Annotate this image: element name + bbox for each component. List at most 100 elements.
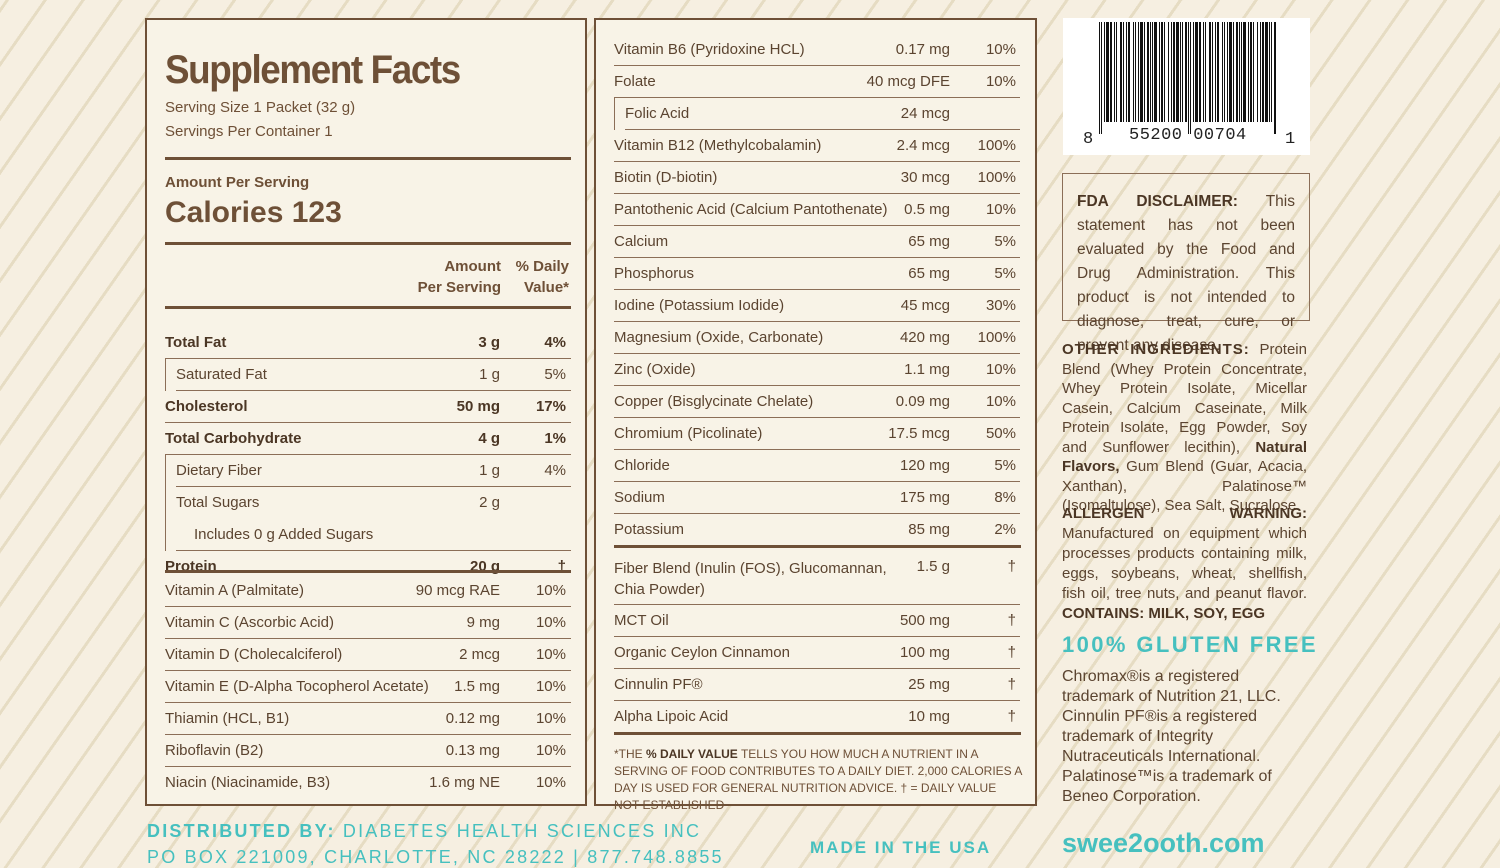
nutrient-name: Calcium [614, 233, 669, 250]
barcode-bar [1212, 22, 1213, 122]
nutrient-row: MCT Oil 500 mg † [614, 605, 1020, 637]
nutrient-row: Vitamin E (D-Alpha Tocopherol Acetate) 1.… [165, 671, 571, 703]
barcode-bar [1236, 22, 1238, 122]
nutrient-name: Total Fat [165, 334, 227, 351]
barcode-bar [1182, 22, 1183, 122]
row-divider [614, 353, 1020, 354]
nutrient-daily-value: 5% [994, 233, 1016, 250]
barcode-bar [1209, 22, 1211, 122]
barcode-bar [1128, 22, 1130, 122]
barcode-bar [1123, 22, 1124, 122]
nutrient-daily-value: 4% [544, 462, 566, 479]
divider [165, 306, 571, 309]
row-divider [614, 225, 1020, 226]
row-divider [614, 668, 1020, 669]
barcode-bar [1248, 22, 1249, 122]
nutrient-amount: 175 mg [899, 489, 950, 506]
barcode-bar [1154, 22, 1157, 122]
nutrient-amount: 3 g [478, 334, 500, 351]
barcode-bar [1152, 22, 1153, 122]
barcode-bar [1114, 22, 1115, 122]
row-divider [165, 454, 571, 455]
nutrient-daily-value: 50% [985, 425, 1016, 442]
nutrient-row: Vitamin C (Ascorbic Acid) 9 mg 10% [165, 607, 571, 639]
barcode-bar [1205, 22, 1206, 122]
nutrient-name: Includes 0 g Added Sugars [194, 526, 374, 543]
nutrient-name: Zinc (Oxide) [614, 361, 696, 378]
row-divider [176, 486, 571, 487]
nutrient-daily-value: 10% [985, 393, 1016, 410]
barcode-bar [1110, 22, 1112, 122]
nutrient-row: Potassium 85 mg 2% [614, 514, 1020, 546]
indent-line [165, 455, 166, 487]
nutrient-name: Folate [614, 73, 656, 90]
nutrient-row: Dietary Fiber 1 g 4% [165, 455, 571, 487]
nutrient-amount: 1.5 mg [454, 678, 500, 695]
website-link[interactable]: swee2ooth.com [1062, 828, 1265, 858]
nutrient-amount: 17.5 mcg [888, 425, 950, 442]
nutrient-daily-value: 10% [535, 646, 566, 663]
amount-per-serving-header: Amount Per Serving [417, 258, 501, 296]
indent-line [614, 98, 615, 130]
nutrient-name: Sodium [614, 489, 665, 506]
barcode-bar [1239, 22, 1240, 122]
nutrient-daily-value: 100% [977, 169, 1016, 186]
nutrient-amount: 1.5 g [916, 558, 950, 575]
nutrient-amount: 90 mcg RAE [415, 582, 500, 599]
barcode-bar [1241, 22, 1242, 122]
barcode-bar [1250, 22, 1252, 122]
nutrient-amount: 10 mg [908, 708, 950, 725]
amount-per-serving-label: Amount Per Serving [165, 174, 310, 191]
nutrient-name: Copper (Bisglycinate Chelate) [614, 393, 814, 410]
nutrient-amount: 0.09 mg [895, 393, 950, 410]
barcode-bar [1199, 22, 1201, 122]
barcode-bar [1253, 22, 1254, 122]
nutrient-amount: 85 mg [908, 521, 950, 538]
nutrient-amount: 0.12 mg [445, 710, 500, 727]
nutrient-row: Alpha Lipoic Acid 10 mg † [614, 701, 1020, 733]
nutrient-daily-value: 10% [985, 41, 1016, 58]
barcode-bar [1224, 22, 1225, 122]
nutrient-row: Vitamin D (Cholecalciferol) 2 mcg 10% [165, 639, 571, 671]
nutrient-name: Riboflavin (B2) [165, 742, 264, 759]
barcode-bar [1243, 22, 1246, 122]
row-divider [165, 766, 571, 767]
barcode-digit-right: 1 [1285, 130, 1296, 149]
nutrient-row: Fiber Blend (Inulin (FOS), Glucomannan, C… [614, 553, 1020, 605]
trademark-notice: Chromax®is a registered trademark of Nut… [1062, 668, 1281, 805]
nutrient-name: Biotin (D-biotin) [614, 169, 718, 186]
row-divider [614, 636, 1020, 637]
barcode-bar [1215, 22, 1216, 122]
nutrient-row: Iodine (Potassium Iodide) 45 mcg 30% [614, 290, 1020, 322]
nutrient-daily-value: 10% [985, 73, 1016, 90]
barcode-bar [1193, 22, 1194, 122]
divider [165, 570, 571, 573]
nutrient-amount: 500 mg [899, 612, 950, 629]
nutrient-name: Cholesterol [165, 398, 248, 415]
row-divider [614, 385, 1020, 386]
nutrient-row: Vitamin B12 (Methylcobalamin) 2.4 mcg 100% [614, 130, 1020, 162]
nutrient-row: Vitamin B6 (Pyridoxine HCL) 0.17 mg 10% [614, 34, 1020, 66]
nutrient-name: Iodine (Potassium Iodide) [614, 297, 785, 314]
nutrient-row: Zinc (Oxide) 1.1 mg 10% [614, 354, 1020, 386]
nutrient-amount: 30 mcg [900, 169, 950, 186]
barcode-bar [1144, 22, 1145, 122]
barcode-bar [1161, 22, 1163, 122]
barcode-bar [1173, 22, 1175, 122]
nutrient-name: Thiamin (HCL, B1) [165, 710, 290, 727]
nutrient-name: Total Carbohydrate [165, 430, 302, 447]
nutrient-name: Fiber Blend (Inulin (FOS), Glucomannan, C… [614, 560, 887, 598]
row-divider [614, 161, 1020, 162]
nutrient-row: Calcium 65 mg 5% [614, 226, 1020, 258]
nutrient-daily-value: 10% [985, 361, 1016, 378]
nutrient-amount: 1.1 mg [904, 361, 950, 378]
barcode-bar [1147, 22, 1149, 122]
nutrient-row: Copper (Bisglycinate Chelate) 0.09 mg 10% [614, 386, 1020, 418]
barcode-bar [1257, 22, 1258, 122]
barcode-bar [1135, 22, 1136, 122]
indent-line [165, 487, 166, 519]
nutrient-name: Phosphorus [614, 265, 695, 282]
nutrient-amount: 120 mg [899, 457, 950, 474]
nutrient-daily-value: 10% [535, 742, 566, 759]
nutrient-amount: 4 g [478, 430, 500, 447]
